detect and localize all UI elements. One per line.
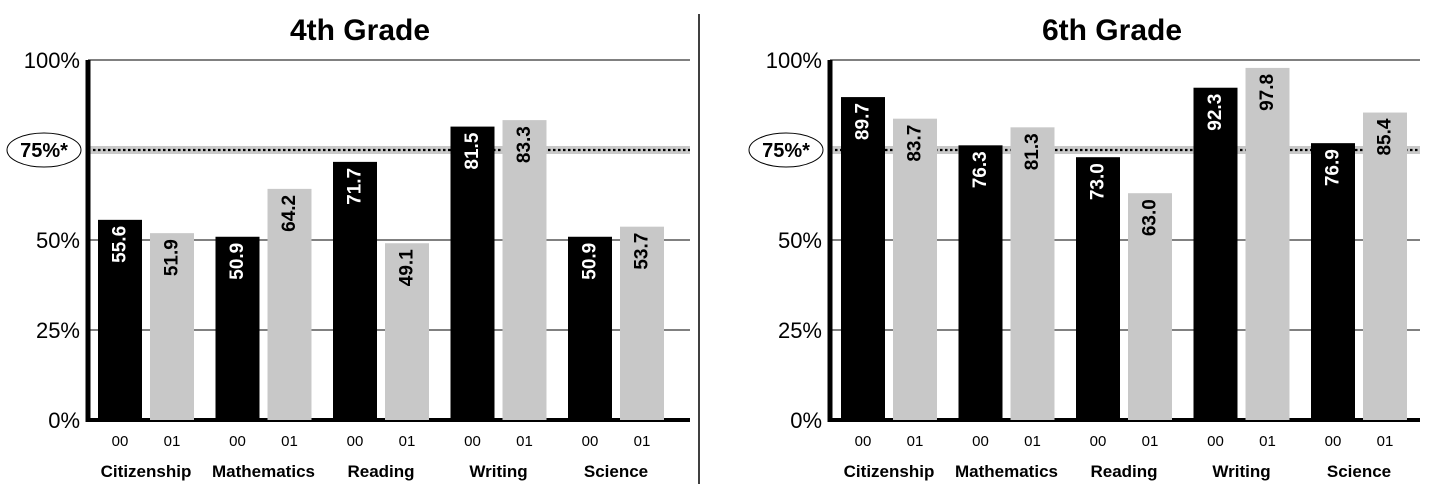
y-tick-label: 25%	[36, 318, 80, 343]
bar-science-01	[1363, 112, 1407, 420]
y-tick-label: 100%	[766, 48, 822, 73]
bar-reading-00	[333, 161, 377, 420]
x-sub-label: 00	[972, 433, 989, 450]
bar-writing-01	[502, 120, 547, 421]
bar-value-label: 81.5	[462, 132, 483, 169]
target-ellipse	[6, 132, 82, 168]
bar-science-00	[1311, 143, 1355, 420]
x-category-label: Mathematics	[955, 462, 1058, 481]
x-sub-label: 00	[1207, 433, 1224, 450]
x-sub-label: 00	[1090, 433, 1107, 450]
bar-citizenship-01	[893, 118, 937, 421]
x-category-label: Writing	[1212, 462, 1270, 481]
x-category-label: Mathematics	[212, 462, 315, 481]
x-category-label: Writing	[469, 462, 527, 481]
bar-value-label: 73.0	[1088, 163, 1109, 200]
bar-value-label: 89.7	[853, 103, 874, 140]
bar-value-label: 92.3	[1205, 94, 1226, 131]
bar-value-label: 97.8	[1257, 74, 1278, 111]
x-sub-label: 00	[347, 433, 364, 450]
bar-value-label: 76.3	[970, 151, 991, 188]
y-tick-label: 25%	[778, 318, 822, 343]
x-category-label: Citizenship	[101, 462, 192, 481]
x-sub-label: 00	[855, 433, 872, 450]
bar-writing-00	[450, 126, 495, 420]
bar-value-label: 51.9	[162, 239, 183, 276]
y-tick-label: 0%	[790, 408, 822, 433]
bar-science-01	[620, 226, 664, 420]
bar-mathematics-01	[267, 188, 312, 420]
x-sub-label: 01	[634, 433, 651, 450]
chart-4th-grade: 4th Grade 75%* 0% 25% 50% 100% 55.6 00 51.9 01 Cit…	[6, 14, 690, 481]
x-sub-label: 01	[399, 433, 416, 450]
x-sub-label: 00	[582, 433, 599, 450]
x-sub-label: 01	[1259, 433, 1276, 450]
chart-title: 6th Grade	[1042, 14, 1182, 47]
x-sub-label: 01	[164, 433, 181, 450]
x-sub-label: 00	[464, 433, 481, 450]
y-tick-label: 100%	[24, 48, 80, 73]
bar-citizenship-00	[841, 97, 885, 420]
bar-citizenship-01	[150, 233, 194, 420]
x-sub-label: 01	[516, 433, 533, 450]
bar-value-label: 63.0	[1140, 199, 1161, 236]
bar-citizenship-00	[98, 219, 142, 420]
y-tick-label: 50%	[36, 228, 80, 253]
y-tick-label: 0%	[48, 408, 80, 433]
bar-value-label: 76.9	[1323, 149, 1344, 186]
x-sub-label: 00	[112, 433, 129, 450]
bar-value-label: 64.2	[279, 195, 300, 232]
bar-value-label: 71.7	[345, 168, 366, 205]
bar-reading-01	[385, 243, 429, 420]
bar-science-00	[568, 236, 612, 420]
chart-6th-grade: 6th Grade 75%* 0% 25% 50% 100% 89.7 00 83.7 01 Cit…	[748, 14, 1420, 481]
target-ellipse	[748, 132, 824, 168]
x-sub-label: 01	[907, 433, 924, 450]
bar-reading-01	[1128, 193, 1172, 420]
bar-value-label: 53.7	[632, 233, 653, 270]
bar-writing-01	[1245, 67, 1290, 421]
x-category-label: Citizenship	[844, 462, 935, 481]
target-label: 75%*	[20, 140, 68, 162]
y-tick-label: 50%	[778, 228, 822, 253]
bar-mathematics-00	[958, 145, 1003, 420]
x-category-label: Reading	[347, 462, 414, 481]
target-label: 75%*	[762, 140, 810, 162]
x-sub-label: 01	[281, 433, 298, 450]
bar-mathematics-01	[1010, 127, 1055, 420]
bar-writing-00	[1193, 87, 1238, 420]
bar-value-label: 83.7	[905, 125, 926, 162]
x-sub-label: 00	[229, 433, 246, 450]
x-category-label: Reading	[1090, 462, 1157, 481]
bar-value-label: 83.3	[514, 126, 535, 163]
bar-mathematics-00	[215, 236, 260, 420]
x-sub-label: 00	[1325, 433, 1342, 450]
bar-value-label: 85.4	[1375, 118, 1396, 155]
x-category-label: Science	[1327, 462, 1391, 481]
bar-reading-00	[1076, 157, 1120, 420]
bar-value-label: 49.1	[397, 249, 418, 286]
chart-title: 4th Grade	[290, 14, 430, 47]
bar-value-label: 50.9	[227, 243, 248, 280]
x-sub-label: 01	[1142, 433, 1159, 450]
x-category-label: Science	[584, 462, 648, 481]
bar-value-label: 55.6	[110, 226, 131, 263]
x-sub-label: 01	[1024, 433, 1041, 450]
bar-value-label: 50.9	[580, 243, 601, 280]
x-sub-label: 01	[1377, 433, 1394, 450]
bar-value-label: 81.3	[1022, 133, 1043, 170]
